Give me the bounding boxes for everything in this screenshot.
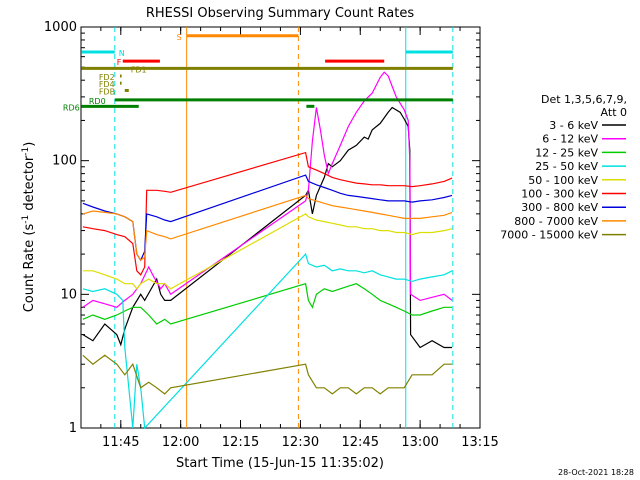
legend-header-line1: Det 1,3,5,6,7,9,	[541, 93, 627, 106]
y-tick-label: 10	[60, 287, 77, 302]
flag-label: FD4	[99, 80, 115, 89]
legend-entry-label: 300 - 800 keV	[521, 201, 598, 214]
x-tick-label: 12:45	[342, 435, 379, 450]
flag-label: FD1	[131, 65, 147, 74]
flag-label: RD6	[63, 103, 80, 112]
timestamp: 28-Oct-2021 18:28	[558, 468, 634, 477]
x-tick-label: 12:15	[222, 435, 259, 450]
series-line	[82, 282, 453, 325]
x-axis-label: Start Time (15-Jun-15 11:35:02)	[176, 456, 384, 471]
series-line	[82, 213, 453, 290]
flag-label: S	[177, 33, 182, 42]
y-tick-label: 100	[52, 154, 77, 169]
y-tick-label: 1000	[44, 20, 77, 35]
legend-entry-label: 800 - 7000 keV	[514, 215, 598, 228]
flag-label: F	[117, 58, 122, 67]
legend-entry-label: 50 - 100 keV	[528, 174, 598, 187]
chart-title: RHESSI Observing Summary Count Rates	[146, 6, 415, 21]
series-line	[82, 194, 453, 262]
x-tick-label: 13:15	[461, 435, 498, 450]
legend-entry-label: 100 - 300 keV	[521, 188, 598, 201]
legend-entry-label: 7000 - 15000 keV	[500, 229, 598, 242]
x-tick-label: 12:30	[282, 435, 319, 450]
series-line	[82, 106, 453, 349]
flag-label: RD0	[89, 97, 106, 106]
flag-label: FDB	[99, 87, 115, 96]
flag-label: N	[119, 49, 125, 58]
legend-entry-label: 6 - 12 keV	[542, 133, 598, 146]
series-line	[82, 252, 453, 430]
y-tick-label: 1	[69, 421, 77, 436]
x-tick-label: 13:00	[401, 435, 438, 450]
x-tick-label: 12:00	[162, 435, 199, 450]
legend-header-line2: Att 0	[601, 106, 627, 119]
y-axis-label: Count Rate (s-1 detector-1)	[21, 142, 37, 313]
series-line	[82, 354, 453, 395]
legend-entry-label: 25 - 50 keV	[535, 160, 598, 173]
legend-entry-label: 3 - 6 keV	[549, 119, 598, 132]
legend-entry-label: 12 - 25 keV	[535, 146, 598, 159]
series-line	[82, 151, 453, 276]
plot-area: 1 10 100 1000 11:45 12:00 12:15 12:30 12:45 13:00…	[44, 20, 499, 450]
flag-label: FD2	[99, 73, 115, 82]
x-tick-label: 11:45	[102, 435, 139, 450]
